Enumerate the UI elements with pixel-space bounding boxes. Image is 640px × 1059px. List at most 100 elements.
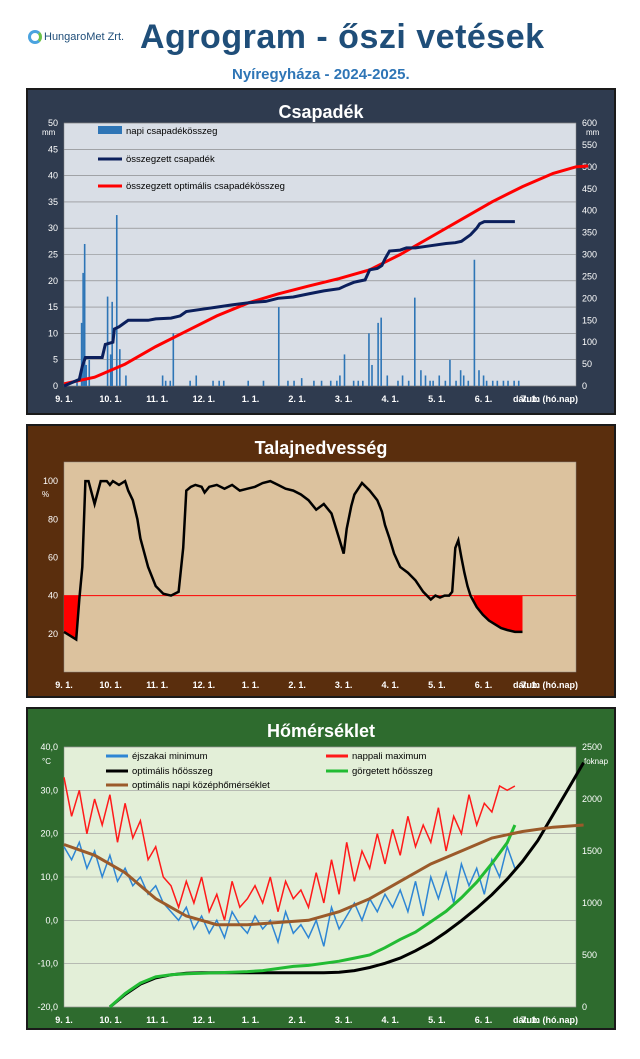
- precip-bar: [115, 215, 118, 386]
- precip-bar: [513, 380, 515, 386]
- x-tick-label: 1. 1.: [242, 394, 260, 404]
- legend-label: nappali maximum: [352, 751, 427, 762]
- deficit-area: [64, 595, 80, 640]
- legend-label: optimális hőösszeg: [132, 766, 213, 777]
- precip-bar: [172, 333, 175, 386]
- y-left-tick-label: 10,0: [40, 872, 58, 882]
- logo-icon: [28, 30, 42, 44]
- x-tick-label: 2. 1.: [288, 394, 306, 404]
- precip-bar: [455, 380, 457, 386]
- precip-bar: [300, 378, 303, 386]
- logo-text: HungaroMet Zrt.: [44, 31, 125, 43]
- y-right-tick-label: 0: [582, 1002, 587, 1012]
- y-tick-label: 80: [48, 514, 58, 524]
- precip-bar: [467, 380, 470, 386]
- legend-swatch: [98, 126, 122, 134]
- precip-bar: [473, 259, 476, 386]
- y-unit: %: [42, 490, 49, 499]
- precip-bar: [478, 370, 480, 386]
- precip-bar: [343, 354, 346, 386]
- y-right-tick-label: 500: [582, 162, 597, 172]
- precip-bar: [397, 380, 399, 386]
- x-tick-label: 7. 1.: [521, 394, 539, 404]
- precip-bar: [212, 380, 214, 386]
- y-tick-label: 40: [48, 591, 58, 601]
- precip-bar: [386, 375, 389, 386]
- precip-bar: [482, 375, 485, 386]
- x-tick-label: 10. 1.: [99, 1015, 122, 1025]
- x-tick-label: 1. 1.: [242, 680, 260, 690]
- series-line: [63, 823, 584, 927]
- precip-bar: [293, 380, 295, 386]
- precip-bar: [164, 380, 167, 386]
- y-right-tick-label: 300: [582, 250, 597, 260]
- legend-label: összegzett csapadék: [126, 154, 215, 165]
- y-tick-label: 100: [43, 476, 58, 486]
- y-tick-label: 60: [48, 552, 58, 562]
- x-tick-label: 11. 1.: [146, 1015, 168, 1025]
- y-right-tick-label: 600: [582, 118, 597, 128]
- precip-bar: [496, 380, 499, 386]
- y-right-tick-label: 450: [582, 184, 597, 194]
- precip-bar: [277, 307, 280, 386]
- y-left-tick-label: -10,0: [37, 959, 58, 969]
- precip-bar: [262, 380, 265, 386]
- x-tick-label: 5. 1.: [428, 680, 446, 690]
- x-tick-label: 7. 1.: [521, 680, 539, 690]
- y-right-tick-label: 2500: [582, 742, 602, 752]
- precip-bar: [371, 364, 373, 386]
- y-right-tick-label: 250: [582, 271, 597, 281]
- precip-bar: [449, 359, 451, 386]
- x-tick-label: 9. 1.: [55, 394, 73, 404]
- y-right-tick-label: 200: [582, 293, 597, 303]
- deficit-area: [473, 595, 523, 632]
- precip-bar: [85, 364, 87, 386]
- soil-moisture-chart: Talajnedvesség 20 40 60 80 100% 9. 1. 10. 1. 11.…: [26, 424, 616, 698]
- precip-bar: [401, 375, 404, 386]
- x-tick-label: 4. 1.: [382, 680, 400, 690]
- x-tick-label: 9. 1.: [55, 1015, 73, 1025]
- precip-bar: [502, 380, 505, 386]
- x-tick-label: 5. 1.: [428, 1015, 446, 1025]
- x-tick-label: 7. 1.: [521, 1015, 539, 1025]
- precip-bar: [438, 375, 441, 386]
- x-axis-label: dátum (hó.nap): [513, 1015, 578, 1025]
- x-tick-label: 4. 1.: [382, 394, 400, 404]
- chart-title: Hőmérséklet: [267, 721, 375, 741]
- plot-area: [63, 461, 577, 673]
- y-right-tick-label: 100: [582, 337, 597, 347]
- page-subtitle: Nyíregyháza - 2024-2025.: [232, 66, 410, 83]
- precip-bar: [82, 272, 84, 386]
- chart-title: Talajnedvesség: [255, 438, 388, 458]
- precip-bar: [88, 359, 91, 386]
- precip-bar: [432, 380, 434, 386]
- y-left-tick-label: 40: [48, 171, 58, 181]
- x-tick-label: 11. 1.: [146, 394, 168, 404]
- precip-bar: [380, 317, 382, 386]
- x-tick-label: 12. 1.: [193, 394, 216, 404]
- legend-label: görgetett hőösszeg: [352, 766, 433, 777]
- precip-bar: [83, 243, 86, 386]
- page-title: Agrogram - őszi vetések: [140, 18, 545, 56]
- precip-bar: [106, 296, 109, 386]
- series-line: [108, 824, 517, 1009]
- y-right-tick-label: 1500: [582, 846, 602, 856]
- y-left-tick-label: 15: [48, 302, 58, 312]
- page-header: HungaroMet Zrt. Agrogram - őszi vetések …: [0, 0, 640, 88]
- x-tick-label: 6. 1.: [475, 1015, 493, 1025]
- precip-bar: [339, 375, 341, 386]
- precip-bar: [413, 297, 416, 386]
- y-right-tick-label: 2000: [582, 794, 602, 804]
- precip-bar: [80, 322, 83, 386]
- y-left-tick-label: 10: [48, 328, 58, 338]
- precip-bar: [424, 375, 427, 386]
- precip-bar: [362, 380, 364, 386]
- series-line: [63, 164, 589, 386]
- precip-bar: [444, 380, 447, 386]
- moisture-line: [63, 479, 523, 642]
- series-line: [63, 220, 515, 388]
- y-left-tick-label: 50: [48, 118, 58, 128]
- precip-bar: [485, 380, 488, 386]
- y-right-tick-label: 400: [582, 206, 597, 216]
- y-right-tick-label: 550: [582, 140, 597, 150]
